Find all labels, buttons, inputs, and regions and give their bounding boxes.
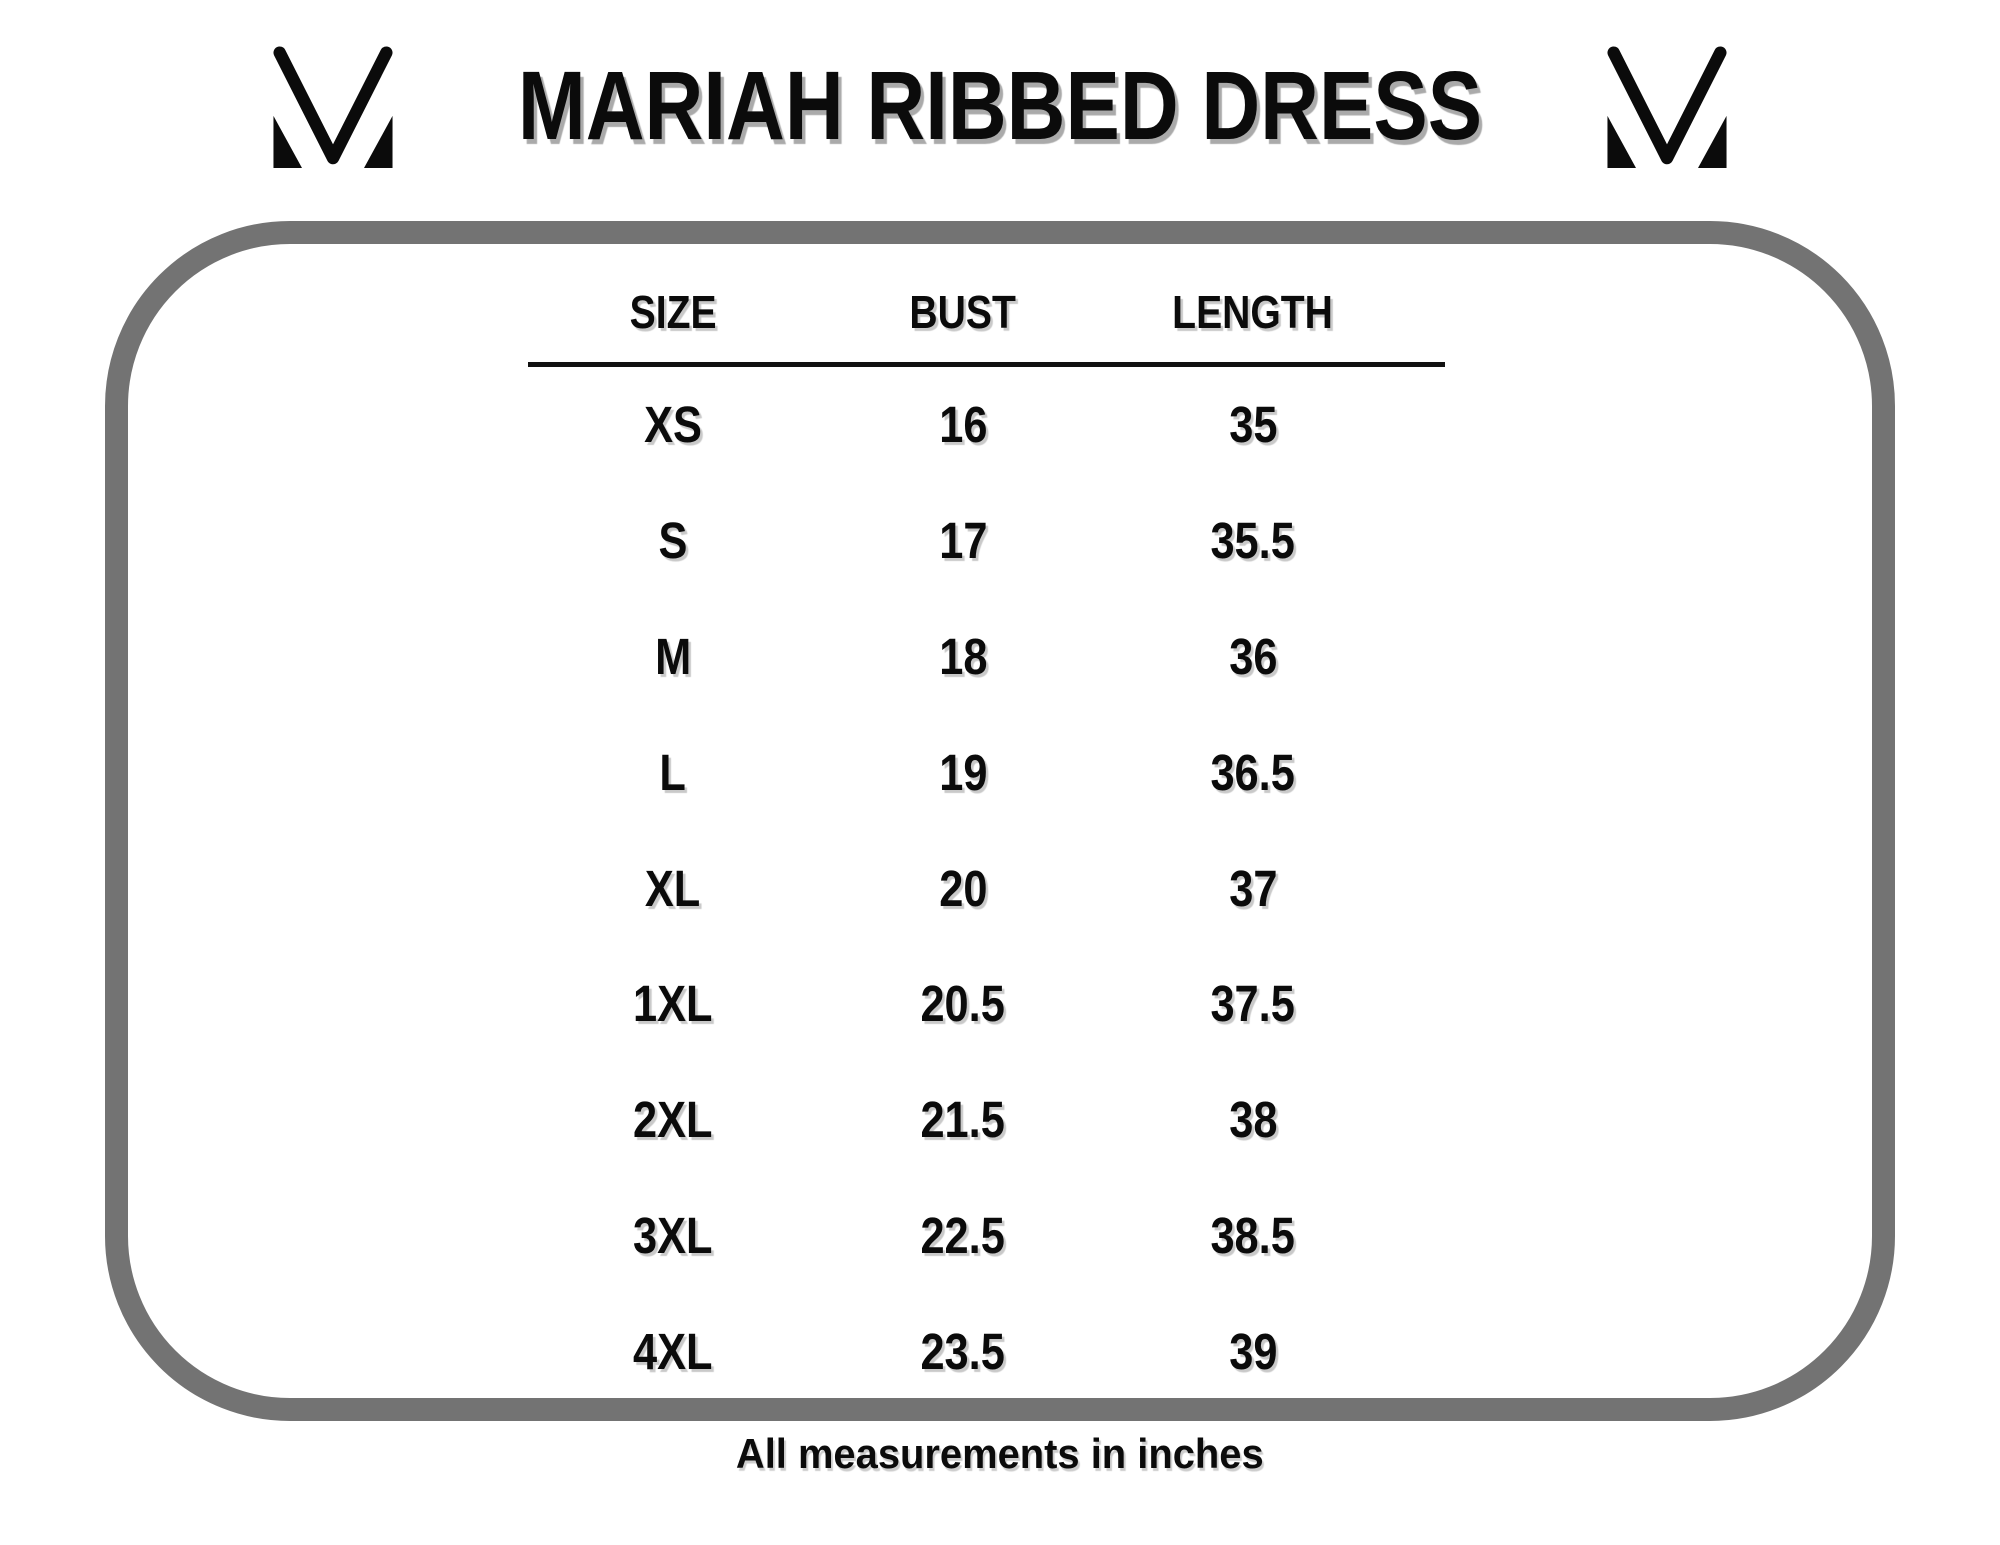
cell-bust: 22.5 <box>920 1206 1006 1264</box>
cell-length: 39 <box>1228 1322 1278 1380</box>
cell-length: 37 <box>1228 859 1278 917</box>
column-header-size: SIZE <box>629 286 717 338</box>
cell-length: 35 <box>1228 396 1278 454</box>
size-chart-frame <box>105 221 1895 1421</box>
brand-m-logo-icon <box>1607 45 1727 168</box>
column-header-bust: BUST <box>909 286 1017 338</box>
table-row: XS 16 35 <box>528 367 1445 483</box>
table-row: 4XL 23.5 39 <box>528 1293 1445 1409</box>
cell-size: 1XL <box>633 975 713 1033</box>
size-table: SIZE BUST LENGTH XS 16 35 S 17 35.5 M 18… <box>528 268 1445 1409</box>
table-row: 1XL 20.5 37.5 <box>528 946 1445 1062</box>
table-row: XL 20 37 <box>528 830 1445 946</box>
cell-bust: 20 <box>938 859 988 917</box>
cell-length: 36 <box>1228 627 1278 685</box>
cell-size: 2XL <box>633 1091 713 1149</box>
table-row: 2XL 21.5 38 <box>528 1062 1445 1178</box>
cell-length: 38.5 <box>1210 1206 1296 1264</box>
cell-bust: 16 <box>938 396 988 454</box>
cell-size: XS <box>644 396 702 454</box>
cell-length: 35.5 <box>1210 512 1296 570</box>
table-row: 3XL 22.5 38.5 <box>528 1177 1445 1293</box>
column-header-length: LENGTH <box>1172 286 1334 338</box>
cell-size: L <box>659 743 687 801</box>
cell-bust: 23.5 <box>920 1322 1006 1380</box>
header: MARIAH RIBBED DRESS <box>0 28 2000 183</box>
page-title: MARIAH RIBBED DRESS <box>517 50 1483 160</box>
cell-bust: 18 <box>938 627 988 685</box>
footer: All measurements in inches <box>0 1430 2000 1478</box>
table-header-row: SIZE BUST LENGTH <box>528 268 1445 356</box>
cell-size: XL <box>645 859 701 917</box>
brand-m-logo-icon <box>273 45 393 168</box>
measurement-note: All measurements in inches <box>736 1430 1264 1477</box>
cell-size: 3XL <box>633 1206 713 1264</box>
cell-size: 4XL <box>633 1322 713 1380</box>
cell-bust: 17 <box>938 512 988 570</box>
cell-length: 36.5 <box>1210 743 1296 801</box>
cell-size: S <box>658 512 688 570</box>
table-row: S 17 35.5 <box>528 483 1445 599</box>
cell-bust: 21.5 <box>920 1091 1006 1149</box>
table-row: L 19 36.5 <box>528 714 1445 830</box>
header-divider-line <box>528 362 1445 367</box>
cell-length: 38 <box>1228 1091 1278 1149</box>
table-body: XS 16 35 S 17 35.5 M 18 36 L 19 36.5 XL <box>528 367 1445 1409</box>
cell-size: M <box>654 627 692 685</box>
cell-length: 37.5 <box>1210 975 1296 1033</box>
table-row: M 18 36 <box>528 599 1445 715</box>
cell-bust: 20.5 <box>920 975 1006 1033</box>
cell-bust: 19 <box>938 743 988 801</box>
